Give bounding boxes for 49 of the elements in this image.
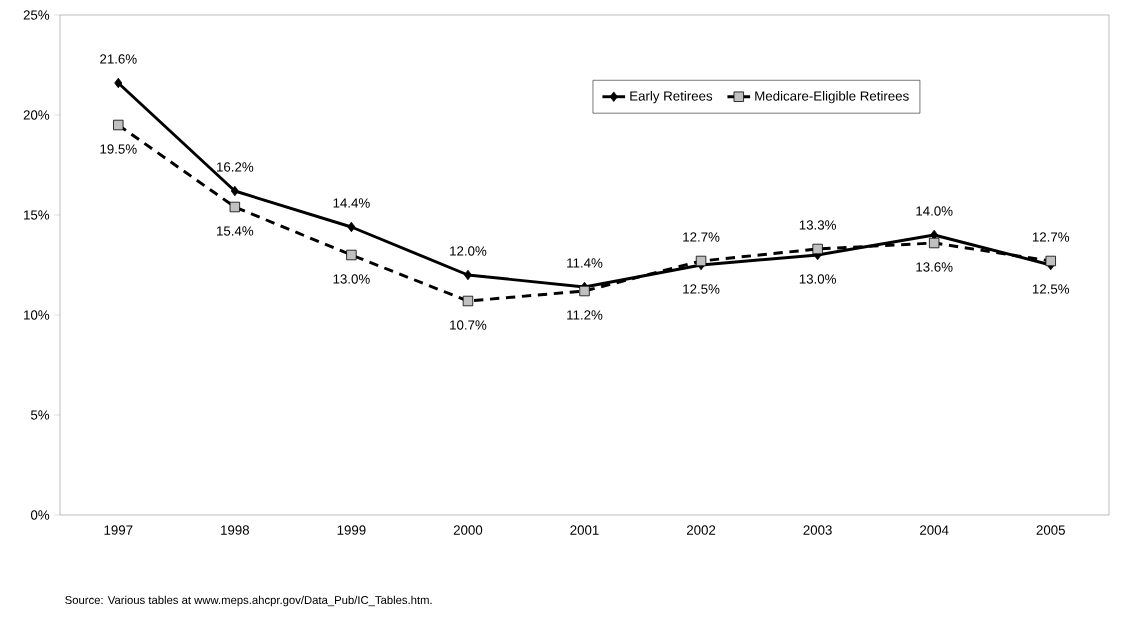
data-label: 10.7%	[450, 320, 487, 330]
data-label: 13.3%	[799, 220, 836, 230]
data-label: 13.0%	[333, 274, 370, 284]
source-note: Source: Various tables at www.meps.ahcpr.gov/Data_Pub/IC_Tables.htm.	[65, 595, 432, 607]
x-tick-label: 1999	[337, 525, 366, 535]
data-label: 15.4%	[217, 226, 254, 236]
data-label: 12.5%	[1032, 284, 1070, 294]
legend-label: Medicare-Eligible Retirees	[755, 90, 909, 104]
data-label: 11.4%	[567, 258, 603, 268]
x-tick-label: 2003	[803, 525, 832, 535]
point	[1045, 255, 1056, 267]
y-tick-label: 15%	[24, 210, 50, 220]
point	[229, 201, 241, 213]
y-tick-label: 10%	[24, 310, 50, 320]
x-tick-label: 2002	[686, 525, 716, 535]
x-tick-label: 2000	[453, 525, 483, 535]
point	[113, 119, 124, 131]
point	[463, 269, 472, 281]
data-label: 13.0%	[799, 274, 836, 284]
data-label: 21.6%	[100, 54, 137, 64]
x-tick-label: 1998	[221, 525, 250, 535]
data-label: 14.4%	[333, 198, 370, 208]
point	[230, 185, 239, 197]
y-tick-label: 0%	[30, 510, 50, 520]
x-tick-label: 1997	[104, 525, 133, 535]
point	[462, 295, 474, 307]
point	[812, 243, 823, 255]
point	[695, 255, 707, 267]
data-label: 11.2%	[567, 310, 603, 320]
y-tick-label: 25%	[23, 10, 50, 20]
x-tick-label: 2001	[570, 525, 599, 535]
point	[114, 77, 123, 89]
data-label: 12.0%	[450, 246, 487, 256]
data-label: 12.7%	[1032, 232, 1070, 242]
point	[579, 285, 590, 297]
data-label: 13.6%	[916, 262, 953, 272]
y-tick-label: 5%	[30, 410, 50, 420]
point	[347, 221, 356, 233]
x-tick-label: 2004	[920, 525, 949, 535]
point	[928, 237, 940, 249]
data-label: 16.2%	[217, 162, 254, 172]
y-tick-label: 20%	[23, 110, 50, 120]
x-tick-label: 2005	[1036, 525, 1065, 535]
data-label: 12.7%	[683, 232, 720, 242]
data-label: 12.5%	[683, 284, 720, 294]
data-label: 19.5%	[100, 144, 137, 154]
point	[346, 249, 357, 261]
data-label: 14.0%	[916, 206, 953, 216]
legend-label: Early Retirees	[630, 90, 713, 104]
